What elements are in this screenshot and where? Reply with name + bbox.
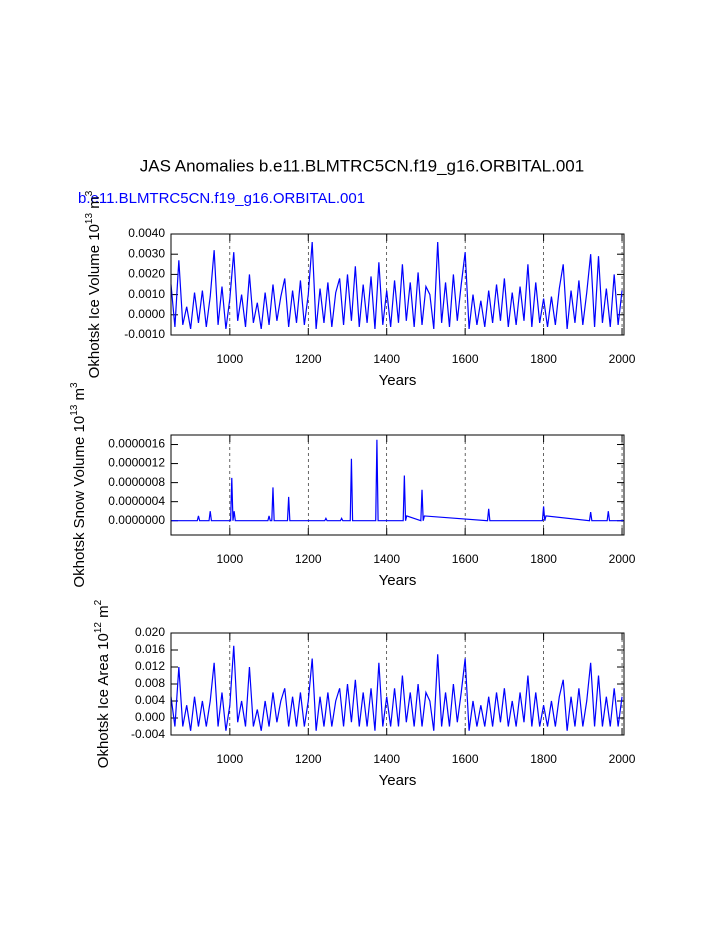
y-axis-label: Okhotsk Ice Area 1012 m2: [93, 599, 112, 768]
x-tick-label: 1800: [530, 552, 557, 566]
y-axis-label: Okhotsk Snow Volume 1013 m3: [69, 382, 88, 588]
x-tick-label: 1400: [373, 552, 400, 566]
y-axis-label-part: 3: [84, 190, 95, 196]
y-tick-label: 0.0020: [128, 267, 165, 281]
y-tick-label: 0.016: [135, 642, 165, 656]
y-tick-label: 0.0000012: [108, 456, 165, 470]
x-tick-label: 2000: [609, 752, 636, 766]
y-tick-label: 0.0000000: [108, 513, 165, 527]
x-tick-label: 1000: [216, 752, 243, 766]
plot-frame: [170, 632, 625, 736]
y-tick-label: 0.0010: [128, 287, 165, 301]
y-tick-label: 0.0000: [128, 307, 165, 321]
x-tick-label: 2000: [609, 352, 636, 366]
y-tick-label: 0.0030: [128, 246, 165, 260]
x-axis-label: Years: [379, 372, 417, 389]
y-axis-label-part: m: [71, 388, 88, 405]
x-tick-label: 1800: [530, 752, 557, 766]
y-axis-label-part: 12: [93, 622, 104, 634]
data-line: [170, 242, 623, 330]
x-tick-label: 2000: [609, 552, 636, 566]
x-tick-label: 1800: [530, 352, 557, 366]
y-tick-label: 0.012: [135, 659, 165, 673]
y-axis-label-part: m: [95, 605, 112, 622]
y-axis-label-part: 13: [84, 212, 95, 224]
y-axis-label-part: m: [86, 196, 103, 213]
y-axis-label-part: 13: [69, 404, 80, 416]
x-tick-label: 1000: [216, 552, 243, 566]
x-tick-label: 1200: [295, 552, 322, 566]
y-tick-label: 0.000: [135, 710, 165, 724]
y-tick-label: 0.0000016: [108, 437, 165, 451]
y-tick-label: 0.0040: [128, 226, 165, 240]
data-line: [170, 645, 623, 731]
y-tick-label: 0.0000008: [108, 475, 165, 489]
y-tick-label: 0.008: [135, 676, 165, 690]
x-tick-label: 1000: [216, 352, 243, 366]
y-axis-label-part: 3: [69, 382, 80, 388]
y-tick-label: 0.0000004: [108, 494, 165, 508]
subtitle: b.e11.BLMTRC5CN.f19_g16.ORBITAL.001: [78, 190, 365, 207]
y-axis-label-part: Okhotsk Snow Volume 10: [71, 416, 88, 588]
x-axis-label: Years: [379, 772, 417, 789]
x-tick-label: 1400: [373, 352, 400, 366]
plot-frame: [170, 233, 625, 336]
x-tick-label: 1600: [452, 552, 479, 566]
y-axis-label: Okhotsk Ice Volume 1013 m3: [84, 190, 103, 378]
figure-title: JAS Anomalies b.e11.BLMTRC5CN.f19_g16.OR…: [140, 156, 584, 175]
data-line: [171, 439, 624, 522]
x-tick-label: 1200: [295, 352, 322, 366]
y-tick-label: 0.004: [135, 693, 165, 707]
y-tick-label: -0.004: [131, 727, 165, 741]
y-tick-label: 0.020: [135, 625, 165, 639]
x-tick-label: 1200: [295, 752, 322, 766]
x-axis-label: Years: [379, 572, 417, 589]
y-tick-label: -0.0010: [124, 327, 165, 341]
x-tick-label: 1400: [373, 752, 400, 766]
x-tick-label: 1600: [452, 352, 479, 366]
y-axis-label-part: 2: [93, 599, 104, 605]
y-axis-label-part: Okhotsk Ice Area 10: [95, 633, 112, 768]
x-tick-label: 1600: [452, 752, 479, 766]
y-axis-label-part: Okhotsk Ice Volume 10: [86, 224, 103, 378]
plot-frame: [170, 434, 625, 536]
